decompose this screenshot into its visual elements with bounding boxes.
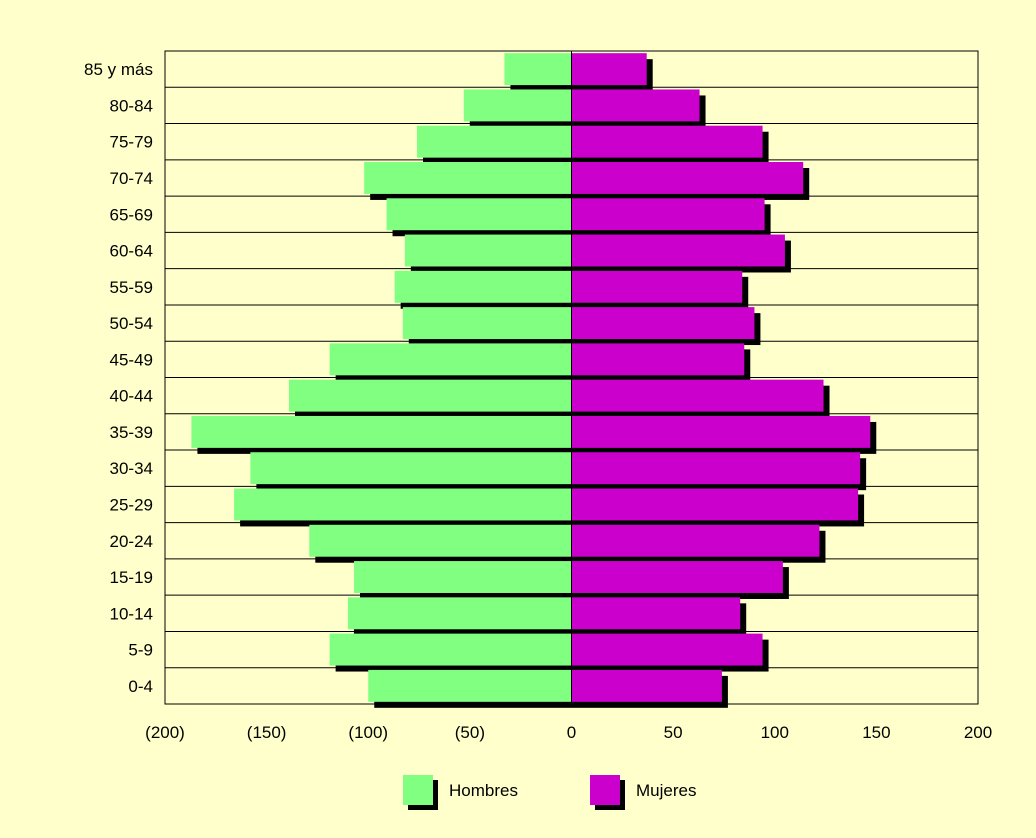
y-tick-label: 10-14 <box>110 604 153 623</box>
bar-hombres-13 <box>309 524 572 557</box>
bars <box>191 53 877 708</box>
y-tick-label: 75-79 <box>110 133 153 152</box>
bar-hombres-11 <box>250 452 572 485</box>
bar-hombres-9 <box>288 379 572 412</box>
bar-mujeres-2 <box>571 125 763 158</box>
y-tick-label: 65-69 <box>110 205 153 224</box>
y-tick-label: 20-24 <box>110 532 153 551</box>
bar-mujeres-5 <box>571 234 785 267</box>
x-tick-label: 50 <box>664 723 683 742</box>
x-tick-label: (50) <box>455 723 485 742</box>
legend-swatch-mujeres <box>590 775 620 805</box>
bar-mujeres-7 <box>571 307 755 340</box>
bar-mujeres-11 <box>571 452 861 485</box>
bar-mujeres-1 <box>571 89 700 122</box>
y-tick-label: 40-44 <box>110 387 153 406</box>
x-tick-label: 150 <box>862 723 890 742</box>
x-tick-label: (200) <box>145 723 185 742</box>
bar-hombres-8 <box>329 343 572 376</box>
legend-swatch-hombres <box>403 775 433 805</box>
bar-hombres-3 <box>364 162 572 194</box>
bar-mujeres-8 <box>571 343 745 376</box>
bar-hombres-17 <box>368 669 572 702</box>
bar-mujeres-9 <box>571 379 824 412</box>
x-tick-label: (100) <box>348 723 388 742</box>
y-tick-label: 55-59 <box>110 278 153 297</box>
bar-hombres-15 <box>347 597 572 630</box>
bar-hombres-12 <box>234 488 572 521</box>
bar-mujeres-16 <box>571 633 763 666</box>
x-tick-label: (150) <box>247 723 287 742</box>
x-axis-labels: (200) (150) (100) (50) 0 50 100 150 200 <box>145 723 992 742</box>
bar-hombres-0 <box>504 53 572 86</box>
y-tick-label: 0-4 <box>128 677 153 696</box>
bar-mujeres-4 <box>571 198 765 231</box>
y-tick-label: 80-84 <box>110 96 153 115</box>
bar-hombres-1 <box>463 89 572 122</box>
legend-label: Hombres <box>449 781 518 800</box>
bar-hombres-7 <box>402 307 572 340</box>
bar-mujeres-17 <box>571 669 722 702</box>
y-tick-label: 30-34 <box>110 459 153 478</box>
legend-label: Mujeres <box>636 781 696 800</box>
bar-mujeres-6 <box>571 270 743 303</box>
legend: Hombres Mujeres <box>403 775 696 810</box>
bar-mujeres-3 <box>571 162 804 194</box>
bar-mujeres-15 <box>571 597 741 630</box>
y-tick-label: 50-54 <box>110 314 153 333</box>
x-tick-label: 200 <box>964 723 992 742</box>
y-tick-label: 85 y más <box>84 60 153 79</box>
y-tick-label: 25-29 <box>110 495 153 514</box>
bar-hombres-10 <box>191 415 572 448</box>
bar-hombres-2 <box>417 125 572 158</box>
x-tick-label: 0 <box>567 723 576 742</box>
bar-hombres-5 <box>404 234 572 267</box>
bar-mujeres-13 <box>571 524 820 557</box>
y-tick-label: 60-64 <box>110 242 153 261</box>
bar-hombres-4 <box>386 198 572 231</box>
bar-hombres-6 <box>394 270 572 303</box>
bar-mujeres-0 <box>571 53 647 86</box>
y-tick-label: 70-74 <box>110 169 153 188</box>
y-tick-label: 15-19 <box>110 568 153 587</box>
bar-hombres-14 <box>354 561 572 593</box>
y-tick-label: 45-49 <box>110 350 153 369</box>
bar-mujeres-14 <box>571 561 783 593</box>
y-axis-labels: 85 y más 80-84 75-79 70-74 65-69 60-64 55-59 50… <box>84 60 153 696</box>
bar-mujeres-12 <box>571 488 859 521</box>
bar-mujeres-10 <box>571 415 871 448</box>
y-tick-label: 5-9 <box>128 641 153 660</box>
y-tick-label: 35-39 <box>110 423 153 442</box>
bar-hombres-16 <box>329 633 572 666</box>
x-tick-label: 100 <box>761 723 789 742</box>
